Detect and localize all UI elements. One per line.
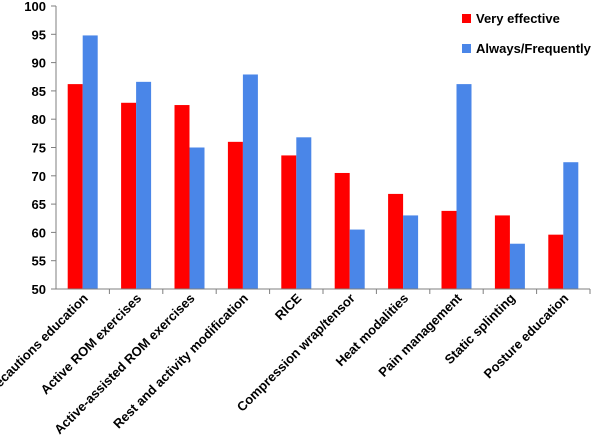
bar-always-frequently-pain-management <box>456 84 472 289</box>
bar-very-effective-precautions-education <box>67 84 83 289</box>
bar-very-effective-posture-education <box>548 234 564 289</box>
bar-very-effective-rest-and-activity-modification <box>227 141 243 289</box>
legend-swatch-very-effective <box>462 14 471 23</box>
y-tick-label-70: 70 <box>32 169 46 184</box>
bar-very-effective-static-splinting <box>494 215 510 289</box>
bar-always-frequently-compression-wrap-tensor <box>349 229 365 289</box>
y-tick-label-95: 95 <box>32 27 46 42</box>
bars <box>67 35 579 290</box>
bar-always-frequently-active-rom-exercises <box>136 81 152 290</box>
legend: Very effective Always/Frequently <box>462 11 592 56</box>
bar-always-frequently-static-splinting <box>509 243 525 289</box>
x-tick-label-active-rom-exercises: Active ROM exercises <box>38 291 145 398</box>
y-tick-label-90: 90 <box>32 56 46 71</box>
bar-always-frequently-posture-education <box>563 162 579 289</box>
x-tick-label-rice: RICE <box>272 290 305 323</box>
bar-very-effective-rice <box>281 155 297 289</box>
bar-always-frequently-active-assisted-rom-exercises <box>189 147 205 289</box>
y-tick-label-100: 100 <box>24 0 46 14</box>
y-tick-label-60: 60 <box>32 225 46 240</box>
bar-very-effective-compression-wrap-tensor <box>334 172 350 289</box>
bar-always-frequently-rice <box>296 137 312 289</box>
y-tick-label-55: 55 <box>32 254 46 269</box>
bar-very-effective-pain-management <box>441 210 457 289</box>
y-tick-label-65: 65 <box>32 197 46 212</box>
bar-always-frequently-rest-and-activity-modification <box>242 74 258 290</box>
bar-very-effective-active-rom-exercises <box>121 102 137 289</box>
bar-very-effective-heat-modalities <box>388 193 404 289</box>
y-tick-label-85: 85 <box>32 84 46 99</box>
y-tick-label-80: 80 <box>32 112 46 127</box>
y-tick-label-75: 75 <box>32 141 46 156</box>
bar-always-frequently-precautions-education <box>82 35 98 289</box>
y-axis-ticks: 50 55 60 65 70 75 80 85 90 95 100 <box>24 0 56 297</box>
bar-very-effective-active-assisted-rom-exercises <box>174 105 190 289</box>
legend-swatch-always-frequently <box>462 44 471 53</box>
y-tick-label-50: 50 <box>32 282 46 297</box>
bar-always-frequently-heat-modalities <box>403 215 419 289</box>
legend-label-very-effective: Very effective <box>476 11 560 26</box>
legend-label-always-frequently: Always/Frequently <box>476 41 592 56</box>
